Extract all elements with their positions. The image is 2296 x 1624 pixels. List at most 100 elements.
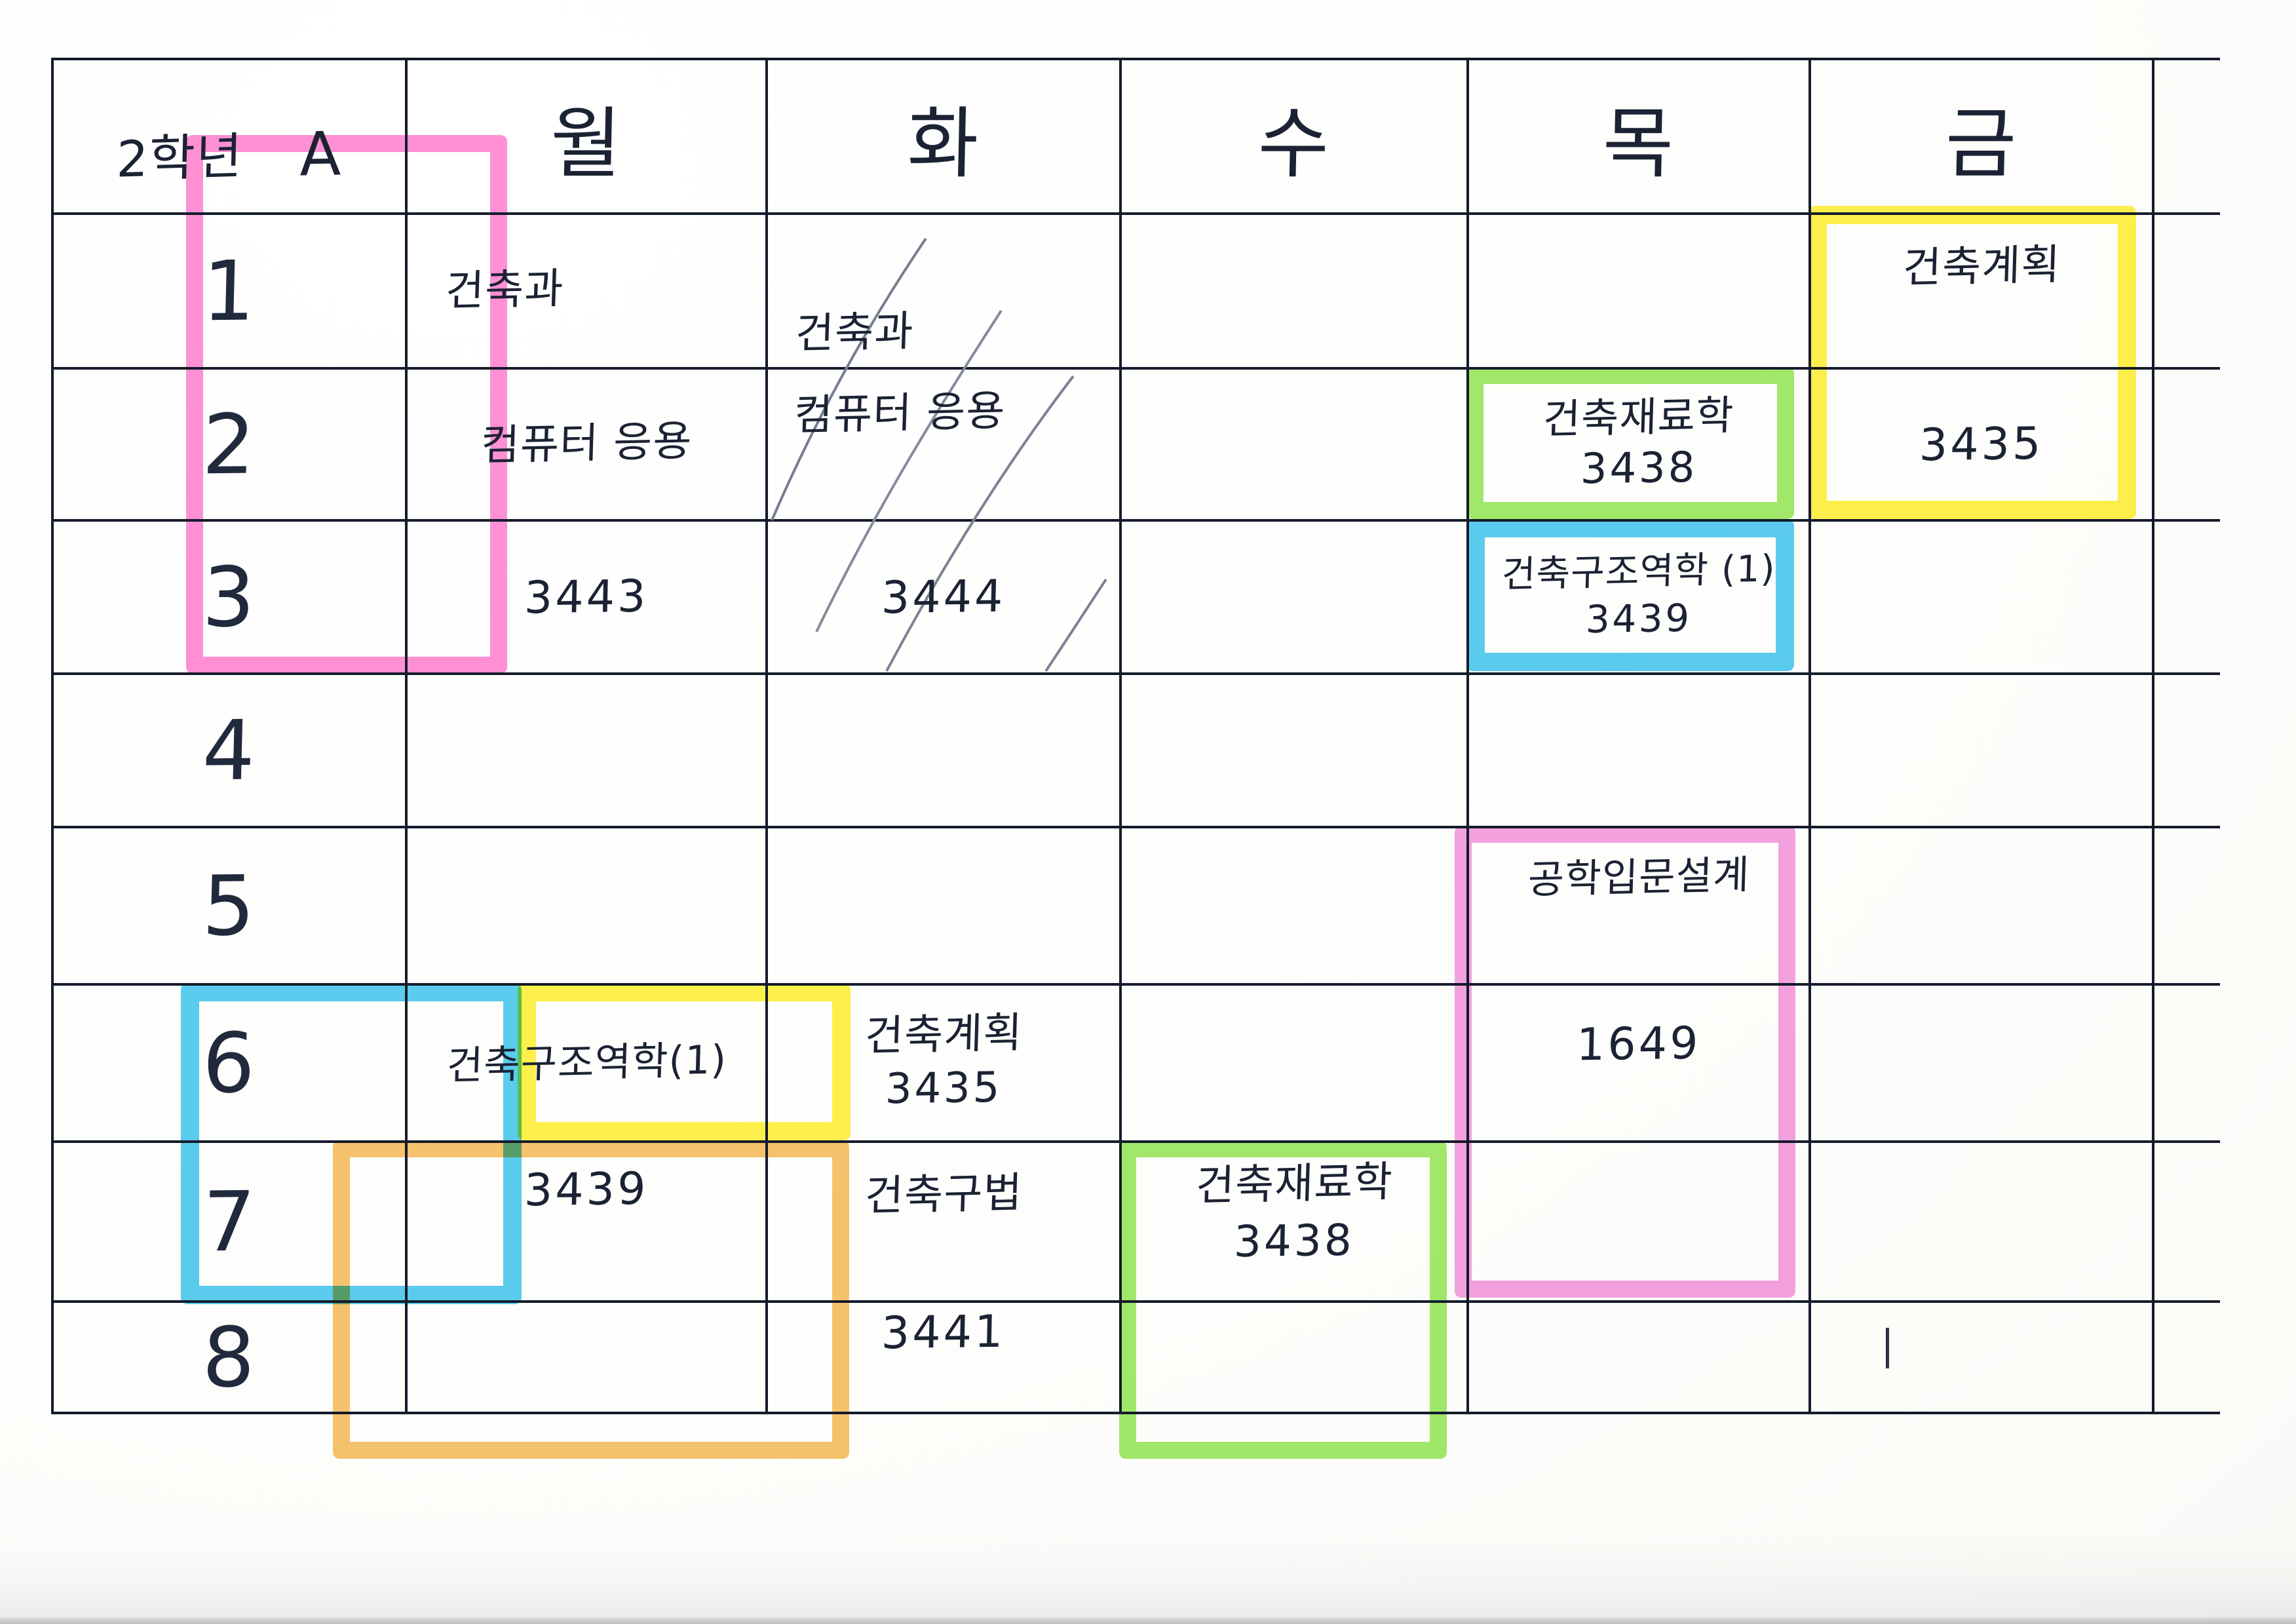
cell-thu-period-6[interactable]: 1649 [1469, 986, 1808, 1140]
room-number: 3441 [881, 1305, 1006, 1360]
room-number: 1649 [1576, 1017, 1702, 1072]
period-number: 3 [201, 549, 258, 646]
grade-label: 2학년 [115, 126, 244, 189]
cell-tue-period-5[interactable] [768, 828, 1119, 983]
period-row-1: 1 [54, 215, 405, 367]
cell-tue-period-2[interactable]: 컴퓨터 응용 [768, 370, 1119, 519]
period-row-7: 7 [54, 1143, 405, 1300]
cell-wed-period-8[interactable] [1122, 1303, 1466, 1412]
cell-mon-period-2[interactable]: 컴퓨터 응용 [408, 370, 765, 519]
course-name: 공학입문설계 [1527, 852, 1751, 903]
day-header-label: 금 [1943, 98, 2019, 189]
cell-wed-period-2[interactable] [1122, 370, 1466, 519]
timetable-grid: 2학년 A 월 화 수 목 금 1 2 3 4 5 6 7 8 건축과 [51, 58, 2220, 1459]
cell-fri-period-6[interactable] [1811, 986, 2152, 1140]
grid-line-h [51, 983, 2220, 986]
cell-wed-period-4[interactable] [1122, 675, 1466, 826]
cell-mon-period-4[interactable] [408, 675, 765, 826]
grid-line-h [51, 826, 2220, 828]
cell-wed-period-7[interactable]: 건축재료학 3438 [1122, 1143, 1466, 1300]
grid-line-h [51, 1300, 2220, 1303]
grid-line-v [2152, 58, 2154, 1414]
cell-tue-period-3[interactable]: 3444 [768, 522, 1119, 672]
grid-line-v [765, 58, 768, 1414]
cell-fri-period-3[interactable] [1811, 522, 2152, 672]
cell-fri-period-4[interactable] [1811, 675, 2152, 826]
grid-line-h [51, 212, 2220, 215]
room-number: 3443 [524, 570, 649, 624]
cell-fri-period-8[interactable] [1811, 1303, 2152, 1412]
course-name: 건축계획 [1902, 241, 2061, 293]
grid-line-v [51, 58, 54, 1414]
cell-tue-period-4[interactable] [768, 675, 1119, 826]
period-row-3: 3 [54, 522, 405, 672]
room-number: 3438 [1233, 1214, 1355, 1267]
period-number: 6 [201, 1015, 258, 1112]
grid-line-h [51, 519, 2220, 522]
cell-tue-period-7[interactable]: 건축구법 [768, 1143, 1119, 1300]
period-number: 1 [201, 242, 258, 339]
course-name: 건축재료학 [1195, 1157, 1394, 1211]
cell-mon-period-8[interactable] [408, 1303, 765, 1412]
cell-thu-period-5[interactable]: 공학입문설계 [1469, 828, 1808, 983]
scan-bottom-edge [0, 1617, 2296, 1624]
cell-mon-period-5[interactable] [408, 828, 765, 983]
cell-wed-period-6[interactable] [1122, 986, 1466, 1140]
grid-line-v [1466, 58, 1469, 1414]
cell-wed-period-3[interactable] [1122, 522, 1466, 672]
cell-wed-period-1[interactable] [1122, 215, 1466, 367]
period-number: 2 [201, 396, 258, 493]
course-name: 건축계획 [864, 1009, 1024, 1062]
cell-mon-period-3[interactable]: 3443 [408, 522, 765, 672]
day-header-fri: 금 [1811, 60, 2152, 212]
cell-tue-period-1[interactable]: 건축과 [768, 215, 1119, 367]
grid-line-h [51, 672, 2220, 675]
course-name: 컴퓨터 응용 [480, 417, 693, 471]
stray-pen-mark [1886, 1328, 1889, 1368]
cell-thu-period-7[interactable] [1469, 1143, 1808, 1300]
cell-fri-period-2[interactable]: 3435 [1811, 370, 2152, 519]
day-header-thu: 목 [1469, 60, 1808, 212]
period-number: 7 [201, 1173, 258, 1270]
room-number: 3435 [885, 1063, 1003, 1113]
grid-line-h [51, 367, 2220, 370]
cell-thu-period-2[interactable]: 건축재료학 3438 [1469, 370, 1808, 519]
cell-wed-period-5[interactable] [1122, 828, 1466, 983]
cell-fri-period-1[interactable]: 건축계획 [1811, 215, 2152, 367]
room-number: 3435 [1919, 417, 2044, 471]
day-header-label: 수 [1256, 98, 1331, 189]
section-label: A [299, 119, 343, 190]
room-number: 3439 [524, 1163, 649, 1217]
cell-thu-period-1[interactable] [1469, 215, 1808, 367]
period-row-8: 8 [54, 1303, 405, 1412]
period-number: 8 [201, 1309, 258, 1406]
cell-tue-period-8[interactable]: 3441 [768, 1303, 1119, 1412]
grid-line-v [1808, 58, 1811, 1414]
period-number: 5 [201, 857, 258, 954]
course-name: 건축구법 [864, 1169, 1024, 1221]
grid-line-v [405, 58, 408, 1414]
room-number: 3444 [881, 570, 1006, 624]
cell-fri-period-7[interactable] [1811, 1143, 2152, 1300]
cell-fri-period-5[interactable] [1811, 828, 2152, 983]
period-row-5: 5 [54, 828, 405, 983]
course-name: 컴퓨터 응용 [793, 387, 1006, 440]
grid-line-h [51, 1412, 2220, 1414]
course-name: 건축구조역학(1) [446, 1036, 727, 1089]
cell-mon-period-7[interactable]: 3439 [408, 1143, 765, 1300]
cell-mon-period-1[interactable]: 건축과 [408, 215, 765, 367]
period-row-2: 2 [54, 370, 405, 519]
grid-line-h [51, 1140, 2220, 1143]
period-row-6: 6 [54, 986, 405, 1140]
cell-mon-period-6[interactable]: 건축구조역학(1) [408, 986, 765, 1140]
room-number: 3439 [1585, 596, 1693, 642]
course-name: 건축재료학 [1542, 391, 1735, 444]
cell-thu-period-8[interactable] [1469, 1303, 1808, 1412]
course-name: 건축과 [794, 307, 915, 358]
cell-thu-period-3[interactable]: 건축구조역학 (1) 3439 [1469, 522, 1808, 672]
cell-tue-period-6[interactable]: 건축계획 3435 [768, 986, 1119, 1140]
course-name: 건축과 [444, 265, 565, 317]
cell-thu-period-4[interactable] [1469, 675, 1808, 826]
day-header-tue: 화 [768, 60, 1119, 212]
